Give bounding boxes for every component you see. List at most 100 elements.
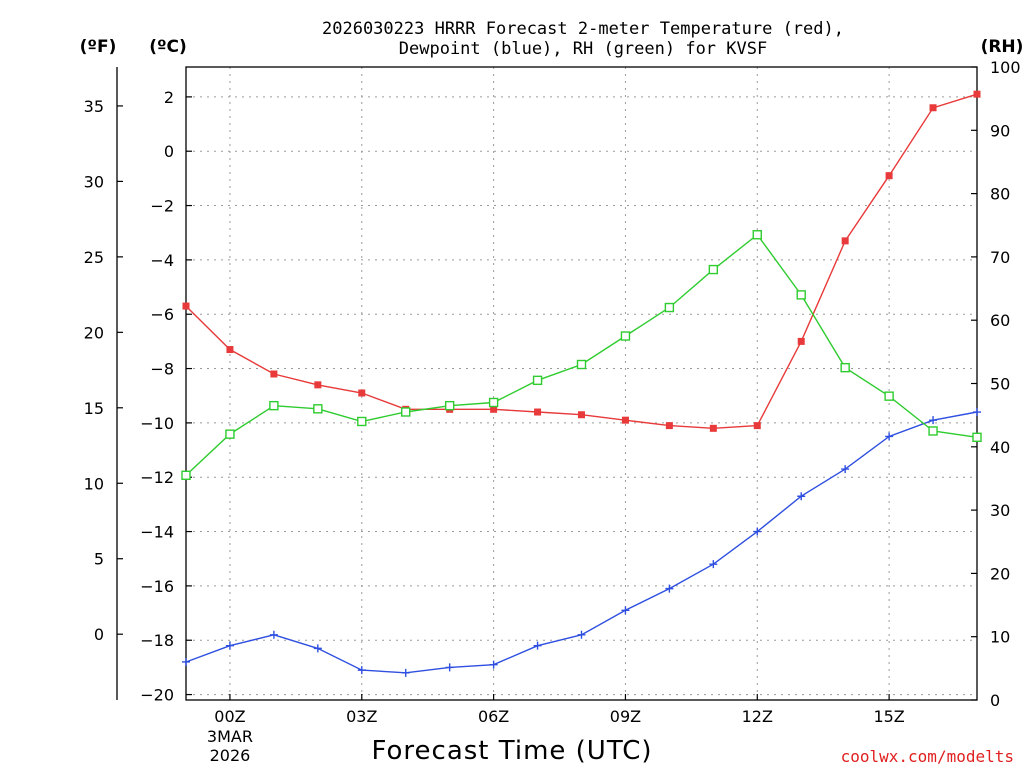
x-tick-date: 3MAR xyxy=(207,727,253,746)
dewpoint-point xyxy=(182,657,190,666)
2-meter-temperature-point xyxy=(885,172,893,180)
2-meter-temperature-point xyxy=(665,422,673,430)
rh-point xyxy=(532,375,543,386)
rh-point xyxy=(928,426,938,436)
x-axis-title: Forecast Time (UTC) xyxy=(371,736,652,766)
data-series xyxy=(181,90,982,677)
tick-labels: 05101520253035−20−18−16−14−12−10−8−6−4−2… xyxy=(84,58,1021,765)
rh-tick-label: 40 xyxy=(990,438,1010,457)
fahrenheit-tick-label: 5 xyxy=(94,550,104,569)
celsius-tick-label: 2 xyxy=(164,88,174,107)
2-meter-temperature-point xyxy=(534,408,542,416)
celsius-tick-label: −10 xyxy=(140,414,174,433)
rh-tick-label: 30 xyxy=(990,501,1010,520)
dewpoint-point xyxy=(841,465,850,474)
fahrenheit-tick-label: 25 xyxy=(84,248,104,267)
rh-tick-label: 70 xyxy=(990,248,1010,267)
fahrenheit-tick-label: 30 xyxy=(84,172,104,191)
dewpoint-point xyxy=(577,630,586,639)
dewpoint-point xyxy=(225,641,234,650)
grid xyxy=(186,67,977,700)
rh-tick-label: 10 xyxy=(990,628,1010,647)
celsius-tick-label: −12 xyxy=(140,468,174,487)
dewpoint-point xyxy=(709,560,718,569)
dewpoint-point xyxy=(533,641,542,650)
dewpoint-point xyxy=(621,606,630,615)
rh-tick-label: 100 xyxy=(990,58,1021,77)
rh-tick-label: 80 xyxy=(990,185,1010,204)
celsius-tick-label: −6 xyxy=(150,305,174,324)
rh-point xyxy=(444,400,455,411)
rh-point xyxy=(269,400,279,411)
2-meter-temperature-point xyxy=(358,389,366,397)
fahrenheit-tick-label: 0 xyxy=(94,625,104,644)
axes xyxy=(116,66,978,701)
rh-point xyxy=(708,264,719,275)
rh-point xyxy=(576,359,587,370)
rh-tick-label: 0 xyxy=(990,691,1000,710)
2-meter-temperature-point xyxy=(753,422,761,430)
rh-tick-label: 60 xyxy=(990,311,1010,330)
fahrenheit-tick-label: 10 xyxy=(84,474,104,493)
celsius-tick-label: −8 xyxy=(150,360,174,379)
rh-tick-label: 50 xyxy=(990,375,1010,394)
celsius-axis-label: (ºC) xyxy=(149,37,187,57)
dewpoint-point xyxy=(357,666,366,675)
x-tick-label: 00Z xyxy=(214,707,245,726)
plot-frame xyxy=(185,66,978,701)
rh-tick-label: 90 xyxy=(990,121,1010,140)
rh-point xyxy=(796,290,806,300)
dewpoint-point xyxy=(445,663,454,672)
dewpoint-point xyxy=(401,668,410,677)
dewpoint-point xyxy=(313,644,322,653)
dewpoint-point xyxy=(885,432,894,441)
2-meter-temperature-point xyxy=(270,370,278,378)
chart-title-line2: Dewpoint (blue), RH (green) for KVSF xyxy=(399,39,767,59)
dewpoint-point xyxy=(665,584,674,593)
2-meter-temperature-point xyxy=(226,346,234,354)
dewpoint-point xyxy=(753,527,762,536)
rh-point xyxy=(181,470,191,480)
fahrenheit-tick-label: 20 xyxy=(84,323,104,342)
2-meter-temperature-point xyxy=(182,302,190,310)
dewpoint-point xyxy=(973,408,981,417)
chart-title-line1: 2026030223 HRRR Forecast 2-meter Tempera… xyxy=(322,19,844,39)
rh-point xyxy=(313,404,323,414)
2-meter-temperature-point xyxy=(621,416,629,424)
fahrenheit-axis-label: (ºF) xyxy=(80,37,117,57)
x-tick-label: 06Z xyxy=(478,707,509,726)
2-meter-temperature-line xyxy=(185,93,978,430)
rh-tick-label: 20 xyxy=(990,564,1010,583)
2-meter-temperature-point xyxy=(797,337,805,345)
rh-axis-label: (RH) xyxy=(981,37,1024,57)
rh-point xyxy=(357,416,367,427)
x-tick-year: 2026 xyxy=(210,746,251,765)
x-tick-label: 09Z xyxy=(610,707,641,726)
rh-point xyxy=(225,429,235,439)
celsius-tick-label: 0 xyxy=(164,142,174,161)
2-meter-temperature-point xyxy=(709,424,717,432)
rh-point xyxy=(488,397,499,408)
dewpoint-point xyxy=(929,416,938,425)
celsius-tick-label: −4 xyxy=(150,251,174,270)
fahrenheit-tick-label: 35 xyxy=(84,97,104,116)
celsius-tick-label: −18 xyxy=(140,631,174,650)
2-meter-temperature-point xyxy=(314,381,322,389)
celsius-tick-label: −20 xyxy=(140,686,174,705)
x-tick-label: 12Z xyxy=(742,707,773,726)
2-meter-temperature-point xyxy=(973,90,981,98)
2-meter-temperature-point xyxy=(490,405,498,413)
source-credit: coolwx.com/modelts xyxy=(841,747,1014,766)
dewpoint-point xyxy=(269,630,278,639)
celsius-tick-label: −16 xyxy=(140,577,174,596)
rh-point xyxy=(884,391,894,401)
rh-line xyxy=(185,233,978,476)
x-tick-label: 15Z xyxy=(873,707,904,726)
rh-point xyxy=(972,432,982,443)
2-meter-temperature-point xyxy=(578,411,585,419)
rh-point xyxy=(840,362,850,373)
dewpoint-point xyxy=(797,492,806,501)
rh-point xyxy=(664,302,675,313)
2-meter-temperature-point xyxy=(841,237,849,245)
